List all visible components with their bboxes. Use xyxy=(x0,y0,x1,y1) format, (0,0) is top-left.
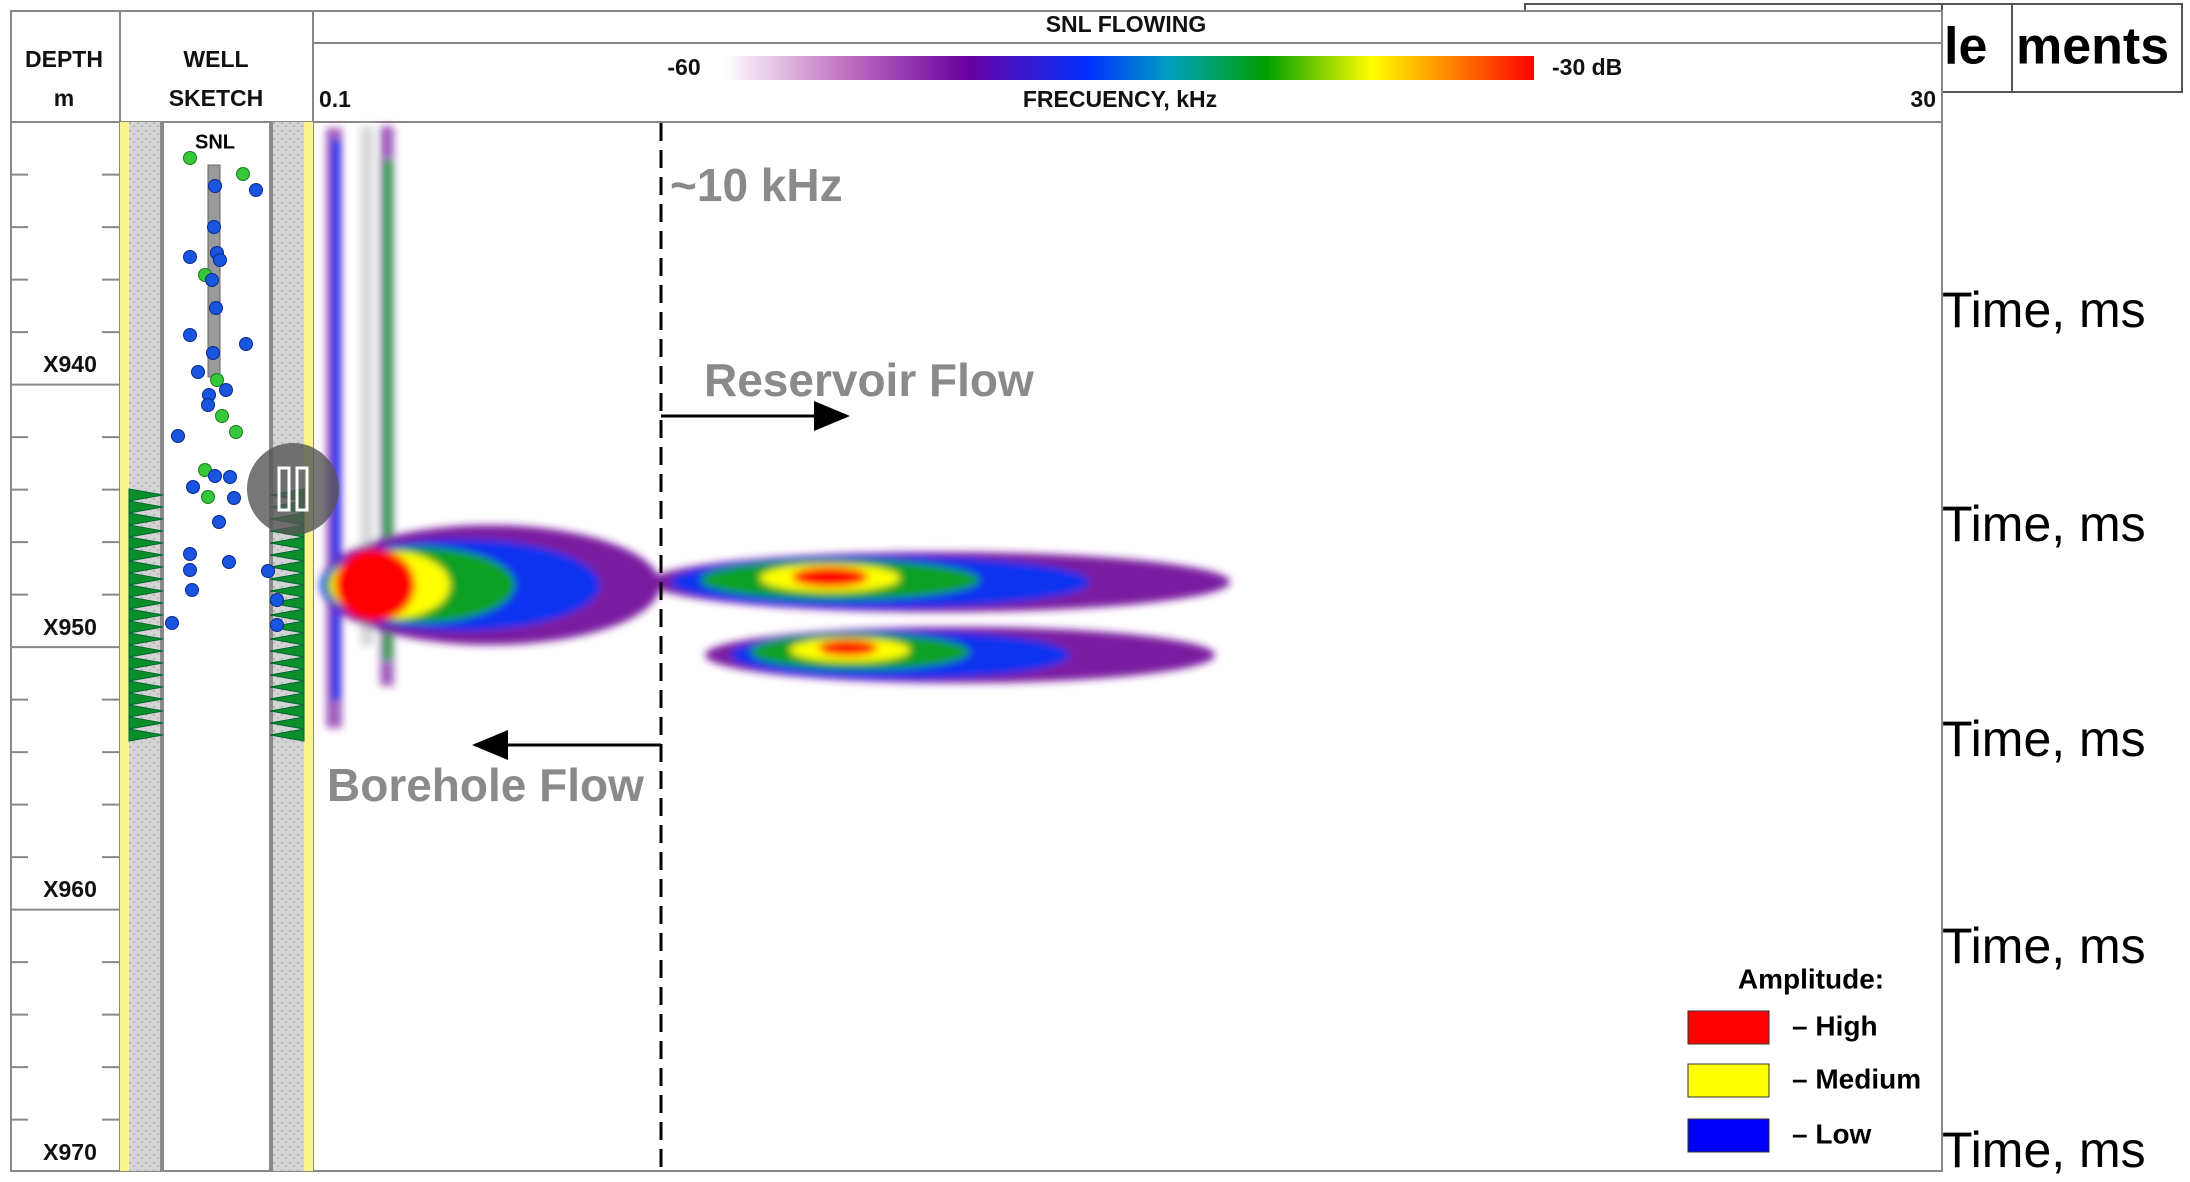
depth-label: X950 xyxy=(43,614,97,640)
screenshot: le ments DEPTH m WELL SKETCH SNL FLOWING… xyxy=(0,0,2190,1177)
title-fragment: le xyxy=(1944,18,1987,76)
spectrogram-part xyxy=(818,640,878,656)
sensor-dot xyxy=(166,617,179,630)
sensor-dot xyxy=(250,184,263,197)
sensor-dot xyxy=(172,430,185,443)
sensor-dot xyxy=(211,374,224,387)
sensor-dot xyxy=(206,274,219,287)
depth-label: X960 xyxy=(43,876,97,902)
legend-swatch xyxy=(1688,1064,1769,1097)
annotation: Reservoir Flow xyxy=(704,354,1034,406)
legend-title: Amplitude: xyxy=(1738,963,1884,994)
sensor-dot xyxy=(224,471,237,484)
sensor-dot xyxy=(186,584,199,597)
header-label: DEPTH xyxy=(25,46,103,72)
sensor-dot xyxy=(184,329,197,342)
spectrogram-part xyxy=(332,140,340,700)
play-button-part[interactable] xyxy=(247,443,339,535)
scale-label: -60 xyxy=(667,54,700,80)
legend-label: – High xyxy=(1792,1010,1878,1041)
side-label: Time, ms xyxy=(1942,282,2146,338)
sensor-dot xyxy=(220,384,233,397)
sensor-dot xyxy=(208,221,221,234)
side-label: Time, ms xyxy=(1942,496,2146,552)
well-sketch-part xyxy=(269,122,273,1171)
spectrogram-part xyxy=(335,549,415,621)
sensor-dot xyxy=(262,565,275,578)
sensor-dot xyxy=(240,338,253,351)
sensor-dot xyxy=(192,366,205,379)
sensor-dot xyxy=(228,492,241,505)
sensor-dot xyxy=(216,410,229,423)
well-sketch-part xyxy=(304,122,313,1171)
sensor-dot xyxy=(209,470,222,483)
well-sketch-part xyxy=(120,122,129,1171)
header-label: WELL xyxy=(183,46,248,72)
legend-swatch xyxy=(1688,1011,1769,1044)
page: {"header":{"depth":"DEPTH","depth_unit":… xyxy=(0,0,2190,1177)
sensor-dot xyxy=(184,251,197,264)
sensor-dot xyxy=(237,168,250,181)
sensor-dot xyxy=(202,399,215,412)
side-labels: Time, ms Time, ms Time, ms Time, ms Time… xyxy=(1942,282,2146,1177)
depth-label: X940 xyxy=(43,351,97,377)
sensor-dot xyxy=(213,516,226,529)
sensor-dot xyxy=(271,594,284,607)
sensor-dot xyxy=(207,347,220,360)
legend-label: – Medium xyxy=(1792,1063,1921,1094)
sketch-label: SNL xyxy=(195,131,235,153)
legend-label: – Low xyxy=(1792,1118,1872,1149)
spectrogram-part xyxy=(792,567,868,587)
header-label: SKETCH xyxy=(169,85,264,111)
header-label: m xyxy=(54,85,74,111)
sensor-dot xyxy=(209,180,222,193)
legend-swatch xyxy=(1688,1119,1769,1152)
sensor-dot xyxy=(184,152,197,165)
sensor-dot xyxy=(187,481,200,494)
sensor-dot xyxy=(184,548,197,561)
axis-label: 0.1 xyxy=(319,86,351,112)
sensor-dot xyxy=(184,564,197,577)
side-label: Time, ms xyxy=(1942,1122,2146,1177)
axis-label: FRECUENCY, kHz xyxy=(1023,86,1217,112)
title-fragment: ments xyxy=(2016,18,2169,76)
sensor-dot xyxy=(230,426,243,439)
sensor-dot xyxy=(202,491,215,504)
axis-label: 30 xyxy=(1910,86,1936,112)
sensor-dot xyxy=(223,556,236,569)
sensor-dot xyxy=(214,254,227,267)
scale-label: -30 dB xyxy=(1552,54,1622,80)
side-label: Time, ms xyxy=(1942,918,2146,974)
play-button[interactable] xyxy=(247,443,339,535)
sensor-dot xyxy=(210,302,223,315)
depth-label: X970 xyxy=(43,1139,97,1165)
annotation: Borehole Flow xyxy=(327,759,644,811)
side-label: Time, ms xyxy=(1942,711,2146,767)
annotation: ~10 kHz xyxy=(670,159,843,211)
color-bar xyxy=(724,56,1534,80)
track-title: SNL FLOWING xyxy=(1046,11,1207,37)
sensor-dot xyxy=(271,619,284,632)
well-sketch-part xyxy=(160,122,164,1171)
